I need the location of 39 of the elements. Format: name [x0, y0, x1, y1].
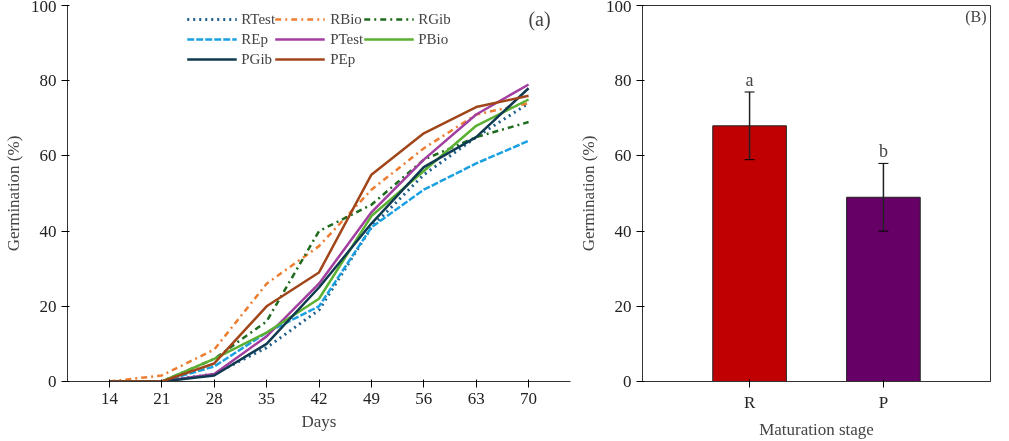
legend-label: RBio: [330, 10, 362, 28]
x-axis-title: Days: [301, 411, 337, 431]
y-tick-label: 40: [39, 221, 57, 241]
x-tick-label: 42: [310, 388, 328, 408]
x-tick-label: 35: [258, 388, 276, 408]
x-tick-label: P: [878, 392, 889, 412]
y-tick-label: 80: [39, 71, 57, 91]
x-tick-label: 14: [100, 388, 119, 408]
annotation: a: [745, 69, 754, 90]
x-axis-title: Maturation stage: [759, 419, 874, 439]
x-tick-label: 28: [205, 388, 223, 408]
annotation: (a): [528, 7, 551, 31]
annotation: b: [878, 141, 888, 162]
y-tick-label: 0: [48, 372, 57, 391]
legend-label: PBio: [418, 30, 449, 48]
y-axis-title: Germination (%): [4, 135, 23, 252]
x-tick-label: 49: [362, 388, 380, 408]
y-tick-label: 100: [31, 0, 57, 16]
annotation: (B): [965, 7, 987, 26]
y-tick-label: 100: [606, 0, 632, 16]
y-tick-label: 60: [39, 146, 57, 166]
y-tick-label: 80: [614, 71, 632, 91]
x-tick-label: R: [743, 392, 756, 412]
y-tick-label: 60: [614, 146, 632, 166]
legend-label: PGib: [241, 50, 273, 68]
legend-label: PEp: [330, 50, 356, 68]
y-tick-label: 20: [614, 296, 632, 316]
legend-label: REp: [241, 30, 268, 48]
x-tick-label: 63: [467, 388, 485, 408]
legend-label: RTest: [241, 10, 276, 28]
legend-label: PTest: [330, 30, 364, 48]
y-tick-label: 20: [39, 296, 57, 316]
x-tick-label: 56: [415, 388, 433, 408]
x-tick-label: 21: [153, 388, 171, 408]
legend-label: RGib: [418, 10, 451, 28]
y-tick-label: 0: [623, 372, 632, 391]
y-axis-title: Germination (%): [579, 135, 598, 252]
x-tick-label: 70: [520, 388, 538, 408]
y-tick-label: 40: [614, 221, 632, 241]
